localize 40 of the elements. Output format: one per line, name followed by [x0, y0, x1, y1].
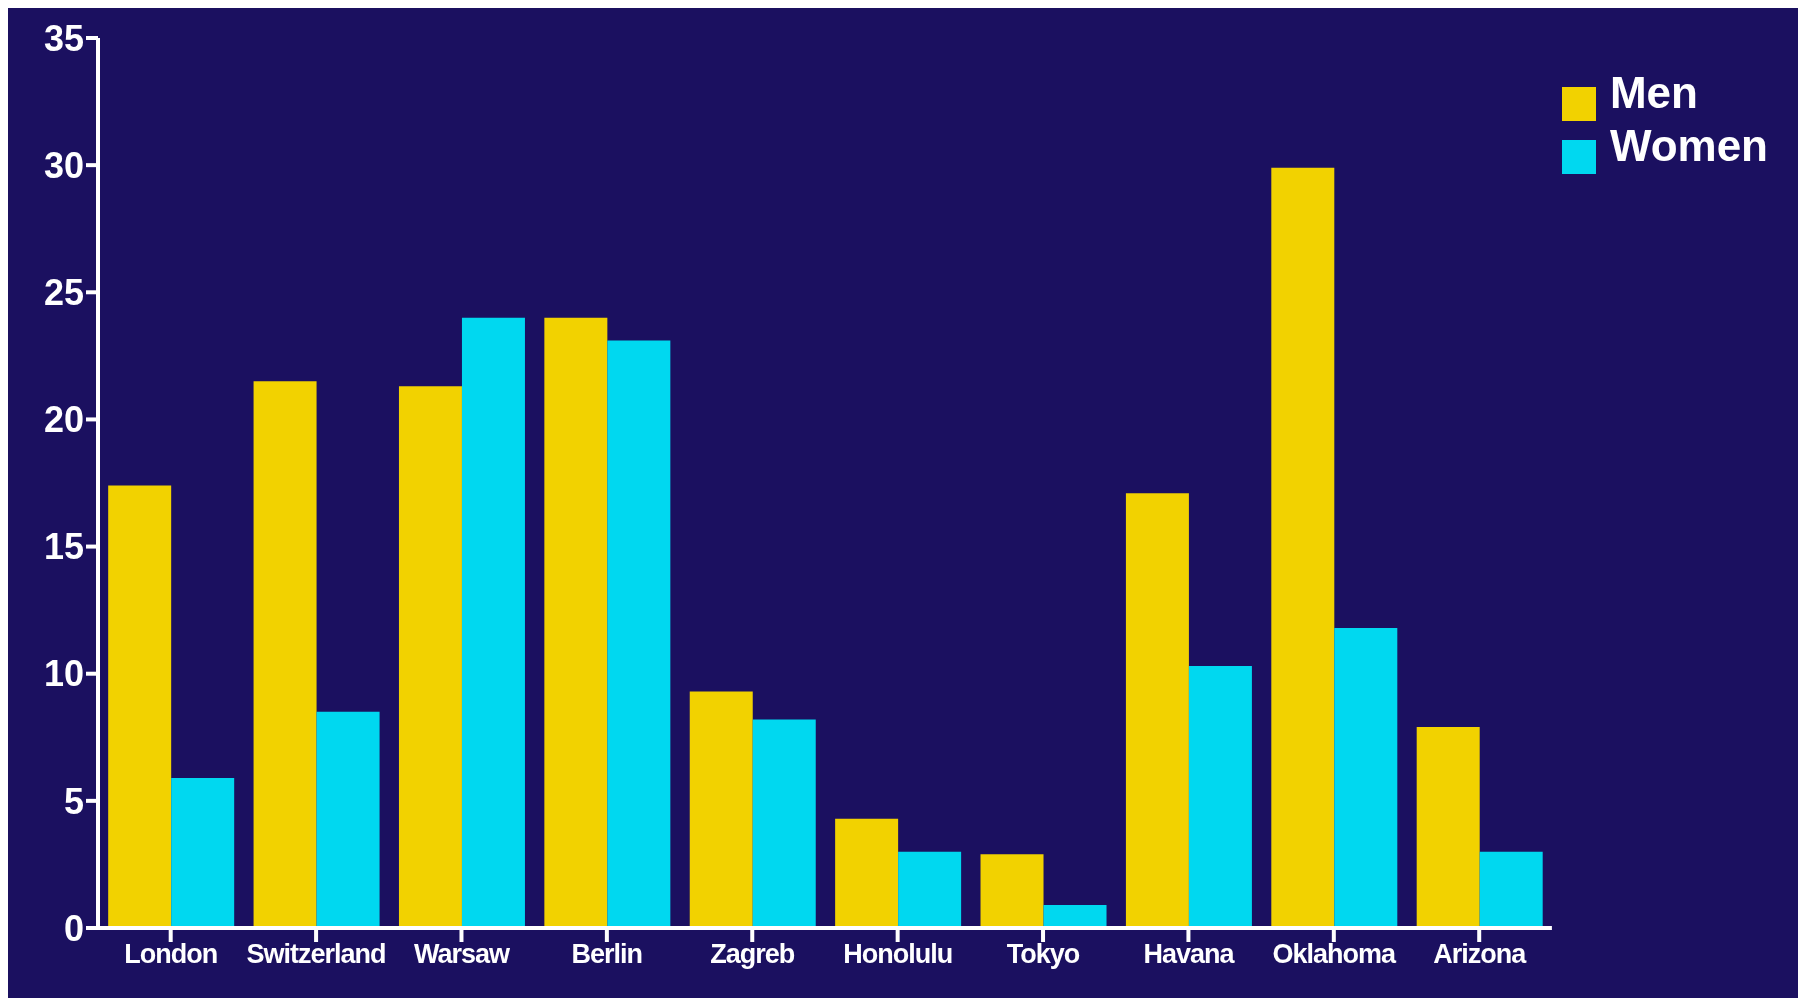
y-tick-label: 35	[43, 17, 84, 59]
bar	[980, 854, 1044, 928]
bar	[689, 691, 753, 928]
bar	[461, 317, 525, 928]
bar	[398, 386, 462, 928]
bar	[1188, 666, 1252, 928]
bar	[607, 340, 671, 928]
bar	[835, 818, 899, 928]
bar	[544, 317, 608, 928]
bar	[316, 711, 380, 928]
bar	[1271, 167, 1335, 928]
x-tick-label: Warsaw	[413, 939, 511, 970]
legend-label: Men	[1609, 68, 1698, 117]
x-tick-label: Oklahoma	[1272, 939, 1398, 970]
bar	[171, 777, 235, 928]
y-tick-label: 10	[43, 653, 84, 695]
y-tick-label: 25	[43, 272, 84, 314]
y-tick-label: 20	[43, 399, 84, 441]
bar	[108, 485, 172, 928]
bar	[1125, 493, 1189, 928]
bar	[253, 381, 317, 928]
y-tick-label: 30	[43, 144, 84, 186]
bar	[752, 719, 816, 928]
x-tick-label: Berlin	[571, 939, 643, 970]
y-tick-label: 0	[63, 907, 84, 949]
x-tick-label: Zagreb	[710, 939, 795, 970]
bar	[1334, 627, 1398, 928]
y-tick-label: 5	[63, 780, 84, 822]
x-tick-label: London	[124, 939, 218, 970]
bar	[898, 851, 962, 928]
x-tick-label: Switzerland	[246, 939, 386, 970]
y-tick-label: 15	[43, 526, 84, 568]
bar	[1043, 905, 1107, 928]
x-tick-label: Havana	[1143, 939, 1236, 970]
legend-label: Women	[1609, 120, 1768, 170]
x-tick-label: Arizona	[1433, 939, 1528, 970]
x-tick-label: Tokyo	[1006, 939, 1080, 970]
x-tick-label: Honolulu	[843, 939, 953, 970]
bar	[1479, 851, 1543, 928]
bar	[1416, 727, 1480, 928]
